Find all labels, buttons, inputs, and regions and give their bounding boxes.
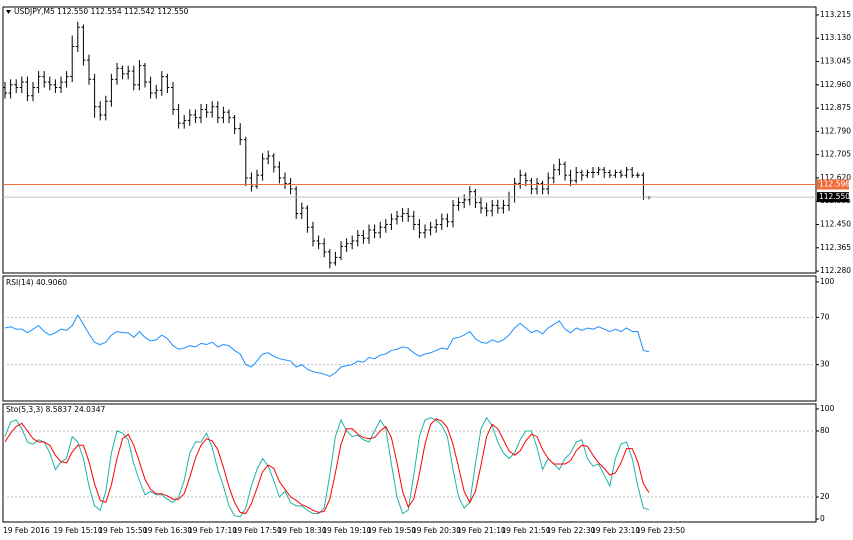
x-tick-label: 19 Feb 15:10 bbox=[53, 526, 102, 535]
y-tick-label: 112.875 bbox=[820, 103, 851, 112]
x-tick-label: 19 Feb 22:30 bbox=[546, 526, 595, 535]
x-tick-label: 19 Feb 19:10 bbox=[322, 526, 371, 535]
y-tick-label: 112.450 bbox=[820, 220, 851, 229]
rsi-panel bbox=[2, 275, 817, 402]
y-tick-label: 70 bbox=[820, 312, 830, 321]
price-label-box bbox=[817, 192, 849, 203]
x-tick-label: 19 Feb 23:10 bbox=[591, 526, 640, 535]
y-tick-label: 112.960 bbox=[820, 80, 851, 89]
y-tick-label: 0 bbox=[820, 514, 825, 523]
y-tick-label: 30 bbox=[820, 360, 830, 369]
y-tick-label: 112.620 bbox=[820, 173, 851, 182]
x-tick-label: 19 Feb 16:30 bbox=[143, 526, 192, 535]
x-tick-label: 19 Feb 18:30 bbox=[277, 526, 326, 535]
x-tick-label: 19 Feb 2016 bbox=[3, 526, 50, 535]
chart-title: USDJPY,M5 112.550 112.554 112.542 112.55… bbox=[14, 7, 189, 16]
y-tick-label: 100 bbox=[820, 404, 835, 413]
x-tick-label: 19 Feb 21:10 bbox=[457, 526, 506, 535]
stochastic-panel bbox=[2, 403, 817, 523]
collapse-arrow bbox=[6, 10, 11, 14]
price-panel bbox=[2, 6, 817, 274]
stochastic-title: Sto(5,3,3) 8.5837 24.0347 bbox=[6, 405, 105, 414]
y-tick-label: 112.280 bbox=[820, 266, 851, 275]
x-tick-label: 19 Feb 23:50 bbox=[636, 526, 685, 535]
rsi-title: RSI(14) 40.9060 bbox=[6, 278, 67, 287]
y-tick-label: 100 bbox=[820, 277, 835, 286]
indicator-line bbox=[4, 416, 650, 518]
x-tick-label: 19 Feb 20:30 bbox=[412, 526, 461, 535]
y-tick-label: 112.365 bbox=[820, 243, 851, 252]
indicator-line bbox=[4, 313, 650, 377]
x-tick-label: 19 Feb 17:50 bbox=[233, 526, 282, 535]
y-tick-label: 20 bbox=[820, 492, 830, 501]
x-tick-label: 19 Feb 19:50 bbox=[367, 526, 416, 535]
x-tick-label: 19 Feb 21:50 bbox=[501, 526, 550, 535]
y-tick-label: 113.045 bbox=[820, 57, 851, 66]
price-label: 112.596 bbox=[819, 180, 850, 189]
x-tick-label: 19 Feb 15:50 bbox=[98, 526, 147, 535]
y-tick-label: 80 bbox=[820, 426, 830, 435]
indicator-line bbox=[4, 418, 650, 515]
y-tick-label: 113.130 bbox=[820, 33, 851, 42]
price-label: 112.550 bbox=[819, 192, 850, 201]
y-tick-label: 112.705 bbox=[820, 150, 851, 159]
x-tick-label: 19 Feb 17:10 bbox=[188, 526, 237, 535]
price-label-box bbox=[817, 179, 849, 190]
y-tick-label: 113.215 bbox=[820, 10, 851, 19]
y-tick-label: 112.790 bbox=[820, 126, 851, 135]
